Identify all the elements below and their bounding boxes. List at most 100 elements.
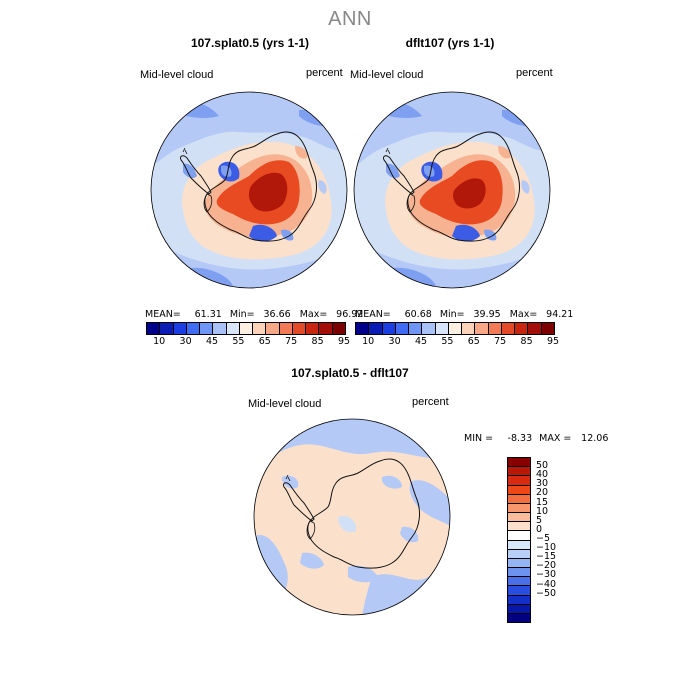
colorbar-swatch [319, 323, 333, 334]
colorbar-swatch [508, 485, 530, 495]
panel-2-colorbar [355, 322, 555, 335]
panel-2-mean-label: MEAN= [355, 309, 391, 320]
panel-1-max-value: 96.92 [336, 309, 364, 320]
colorbar-swatch [200, 323, 214, 334]
diff-panel-title: 107.splat0.5 - dflt107 [291, 366, 409, 380]
colorbar-swatch [508, 577, 530, 587]
colorbar-swatch [508, 503, 530, 514]
diff-panel-units-label: percent [412, 396, 449, 408]
diff-panel-stats: MIN = -8.33 MAX = 12.06 [464, 433, 608, 444]
colorbar-swatch [226, 323, 240, 334]
colorbar-swatch [306, 323, 320, 334]
colorbar-tick-label: 45 [205, 336, 219, 347]
panel-1-max-label: Max= [299, 309, 328, 320]
panel-1-title: 107.splat0.5 (yrs 1-1) [190, 36, 310, 50]
panel-1-colorbar [146, 322, 346, 335]
colorbar-tick-label: 75 [494, 336, 507, 347]
panel-2-field-label: Mid-level cloud [350, 69, 424, 81]
page-title: ANN [328, 8, 372, 30]
panel-1-colorbar-ticks: 10 30 45 55 65 75 85 95 [146, 336, 350, 350]
colorbar-tick-label: 30 [536, 478, 549, 490]
colorbar-swatch [508, 476, 530, 486]
panel-2-stats: MEAN= 60.68 Min= 39.95 Max= 94.21 [355, 309, 573, 320]
colorbar-swatch [475, 323, 489, 334]
panel-2-min-label: Min= [439, 309, 465, 320]
colorbar-tick-label: 55 [441, 336, 454, 347]
colorbar-swatch [528, 323, 542, 334]
colorbar-swatch [508, 540, 530, 550]
colorbar-swatch [508, 494, 530, 504]
panel-2-map [352, 90, 552, 290]
colorbar-swatch [147, 323, 161, 334]
colorbar-tick-label: −10 [536, 542, 557, 554]
diff-max-label: MAX = [539, 433, 572, 444]
diff-colorbar-ticks: 50 40 30 20 15 10 5 0 −5 −10 −15 −20 −30 −40 −50 [536, 457, 576, 621]
colorbar-swatch [462, 323, 476, 334]
colorbar-swatch [239, 323, 254, 334]
colorbar-tick-label: 75 [285, 336, 298, 347]
colorbar-swatch [369, 323, 383, 334]
colorbar-swatch [173, 323, 187, 334]
panel-1-stats: MEAN= 61.31 Min= 36.66 Max= 96.92 [145, 309, 363, 320]
panel-1-units-label: percent [306, 67, 343, 79]
colorbar-tick-label: −15 [536, 551, 557, 563]
panel-2-min-value: 39.95 [473, 309, 501, 320]
colorbar-tick-label: 10 [362, 336, 375, 347]
colorbar-tick-label: 30 [388, 336, 401, 347]
colorbar-tick-label: 65 [467, 336, 480, 347]
panel-2-max-label: Max= [509, 309, 538, 320]
colorbar-tick-label: 10 [536, 505, 549, 517]
diff-min-value: -8.33 [507, 433, 533, 444]
colorbar-tick-label: 95 [546, 336, 560, 347]
colorbar-tick-label: 85 [311, 336, 324, 347]
diff-min-label: MIN = [464, 433, 494, 444]
panel-1-mean-label: MEAN= [145, 309, 181, 320]
colorbar-swatch [508, 522, 530, 532]
colorbar-tick-label: 50 [536, 460, 549, 472]
diff-max-value: 12.06 [581, 433, 609, 444]
colorbar-swatch [186, 323, 201, 334]
panel-1-field-label: Mid-level cloud [140, 69, 214, 81]
colorbar-swatch [448, 323, 463, 334]
colorbar-tick-label: 30 [179, 336, 192, 347]
diff-panel-field-label: Mid-level cloud [248, 398, 322, 410]
colorbar-tick-label: −40 [536, 578, 557, 590]
colorbar-swatch [508, 549, 530, 559]
colorbar-swatch [508, 558, 530, 569]
diff-panel-map [252, 417, 452, 617]
colorbar-tick-label: 15 [536, 496, 549, 508]
colorbar-swatch [508, 568, 530, 578]
colorbar-swatch [382, 323, 396, 334]
colorbar-swatch [409, 323, 423, 334]
diff-colorbar [507, 457, 531, 623]
colorbar-swatch [541, 323, 554, 334]
colorbar-swatch [508, 458, 530, 468]
colorbar-tick-label: 95 [337, 336, 351, 347]
colorbar-swatch [422, 323, 436, 334]
colorbar-swatch [508, 467, 530, 477]
colorbar-tick-label: 65 [258, 336, 271, 347]
colorbar-tick-label: −5 [536, 533, 551, 544]
colorbar-tick-label: 10 [153, 336, 166, 347]
colorbar-tick-label: 0 [536, 523, 543, 535]
colorbar-tick-label: −50 [536, 587, 557, 599]
panel-2-colorbar-ticks: 10 30 45 55 65 75 85 95 [355, 336, 559, 350]
panel-1-map [149, 90, 349, 290]
colorbar-swatch [501, 323, 516, 334]
colorbar-swatch [508, 586, 530, 596]
colorbar-swatch [356, 323, 370, 334]
colorbar-tick-label: 85 [520, 336, 533, 347]
panel-1-mean-value: 61.31 [194, 309, 222, 320]
panel-1-min-value: 36.66 [263, 309, 291, 320]
colorbar-swatch [395, 323, 410, 334]
colorbar-swatch [435, 323, 449, 334]
colorbar-swatch [488, 323, 502, 334]
colorbar-swatch [515, 323, 529, 334]
colorbar-swatch [508, 613, 530, 623]
colorbar-swatch [213, 323, 227, 334]
colorbar-tick-label: 55 [232, 336, 245, 347]
colorbar-swatch [253, 323, 267, 334]
colorbar-tick-label: −20 [536, 560, 557, 572]
colorbar-tick-label: 40 [536, 469, 549, 481]
colorbar-swatch [508, 513, 530, 523]
